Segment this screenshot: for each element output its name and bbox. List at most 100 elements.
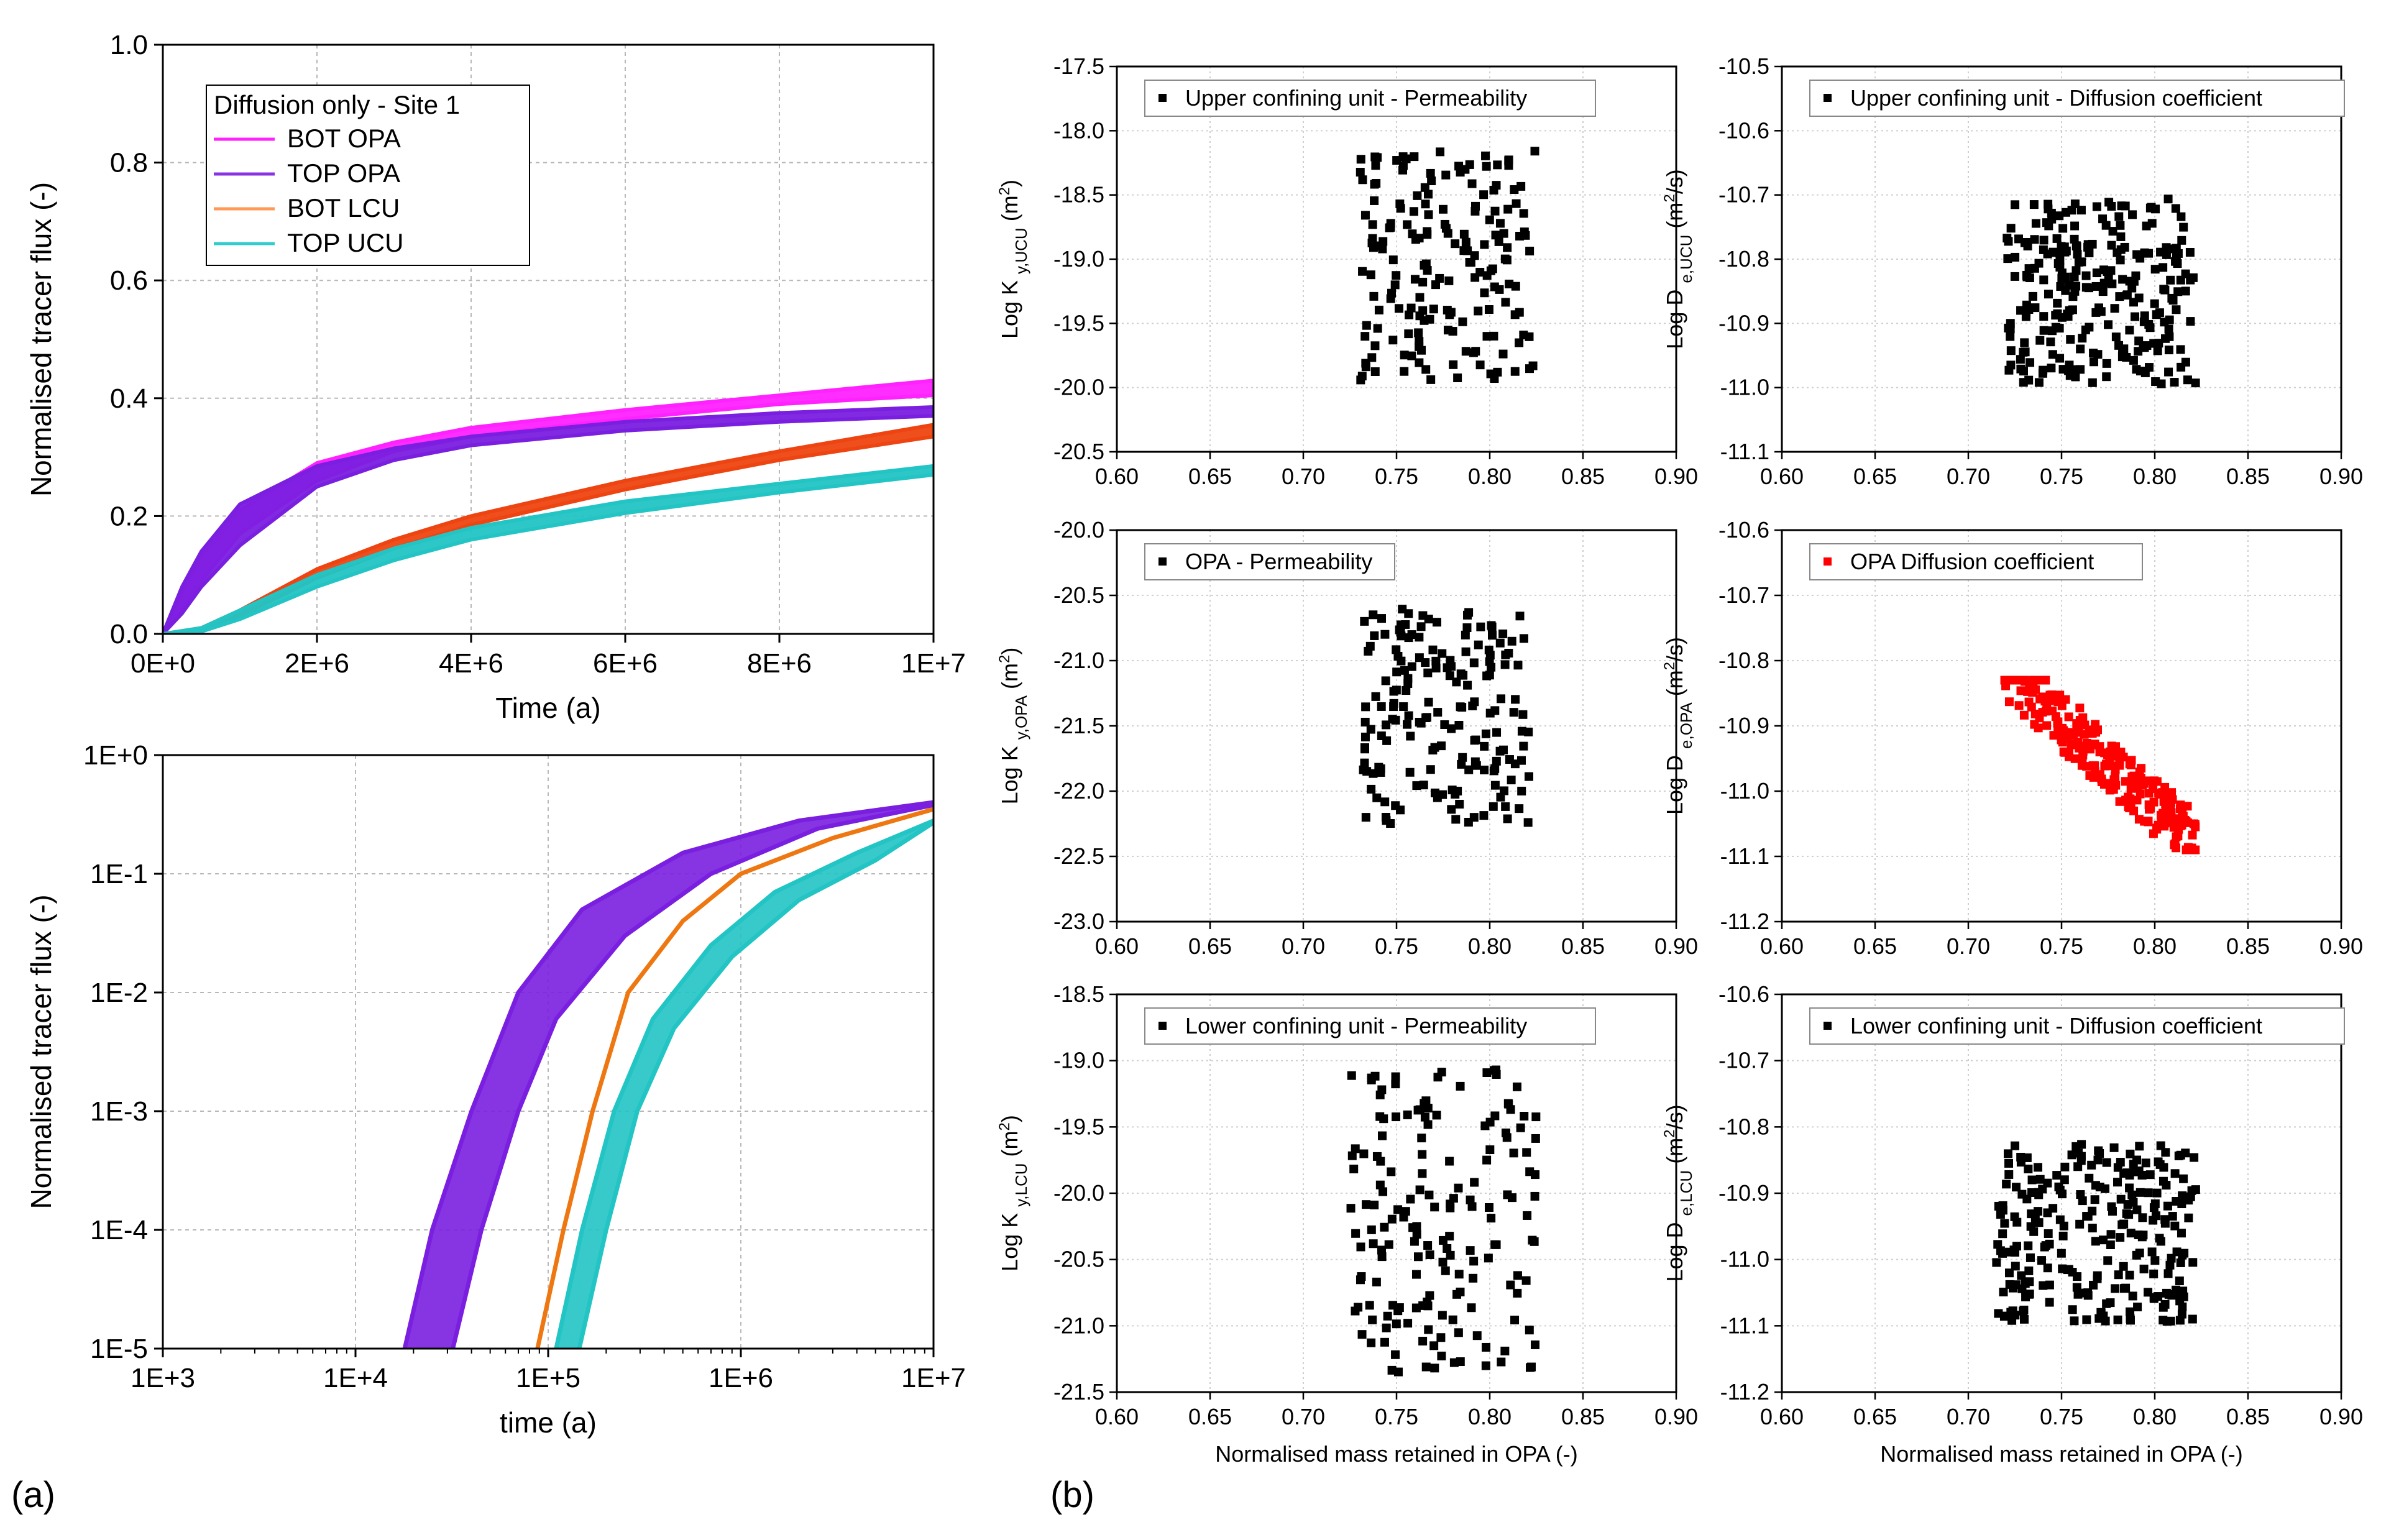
data-point xyxy=(2048,350,2057,359)
data-point xyxy=(2002,1180,2011,1189)
data-point xyxy=(2188,1314,2197,1324)
data-point xyxy=(1467,1202,1477,1211)
data-point xyxy=(1441,1266,1450,1275)
data-point xyxy=(1459,246,1469,255)
data-point xyxy=(1466,1195,1475,1204)
data-point xyxy=(2042,721,2052,730)
data-point xyxy=(1488,631,1497,640)
data-point xyxy=(1510,310,1520,319)
y-tick-label: -23.0 xyxy=(1053,909,1104,934)
y-tick-label: -22.0 xyxy=(1053,778,1104,804)
y-label-superscript: 2 xyxy=(1661,194,1678,202)
data-point xyxy=(1461,237,1470,247)
data-point xyxy=(2135,768,2144,777)
data-point xyxy=(1531,1112,1541,1122)
lcu-perm-chart: 0.60 0.65 0.70 0.75 0.80 0.85 0.90 -21.5 -21.0 -2… xyxy=(996,981,1699,1467)
data-point xyxy=(1493,160,1502,170)
data-point xyxy=(2106,1230,2116,1239)
data-point xyxy=(2039,245,2048,254)
data-point xyxy=(1480,1121,1490,1130)
data-point xyxy=(2183,375,2192,385)
data-point xyxy=(2104,198,2114,207)
data-point xyxy=(1362,1200,1371,1209)
lcu-diff-points xyxy=(1992,1140,2200,1326)
data-point xyxy=(1403,1319,1413,1328)
data-point xyxy=(1443,306,1452,315)
y-axis-label: Log K y,UCU (m2) xyxy=(996,180,1031,339)
data-point xyxy=(1454,720,1464,730)
data-point xyxy=(2072,242,2081,251)
data-point xyxy=(2039,326,2048,335)
data-point xyxy=(2114,1270,2123,1280)
data-point xyxy=(2066,335,2075,344)
y-tick-label: -10.6 xyxy=(1718,981,1769,1007)
x-axis-label: Normalised mass retained in OPA (-) xyxy=(1215,1441,1578,1467)
data-point xyxy=(1498,349,1508,359)
data-point xyxy=(2065,728,2075,737)
data-point xyxy=(2110,773,2119,782)
x-tick-label: 0.75 xyxy=(2040,1404,2083,1429)
data-point xyxy=(2012,1183,2021,1192)
data-point xyxy=(2085,771,2094,780)
data-point xyxy=(2052,1171,2062,1180)
data-point xyxy=(2123,1200,2132,1209)
data-point xyxy=(2165,1260,2175,1270)
data-point xyxy=(2176,800,2185,810)
data-point xyxy=(1500,1346,1510,1355)
data-point xyxy=(2029,676,2038,685)
data-point xyxy=(1497,1357,1506,1367)
data-point xyxy=(2178,1250,2187,1260)
data-point xyxy=(1361,813,1370,822)
data-point xyxy=(2125,1183,2134,1193)
data-point xyxy=(2085,1173,2094,1183)
data-point xyxy=(2057,1249,2066,1258)
y-tick-label: -11.1 xyxy=(1720,843,1769,869)
data-point xyxy=(2172,305,2181,314)
x-tick-label: 1E+7 xyxy=(901,648,966,679)
data-point xyxy=(1520,1112,1529,1121)
data-point xyxy=(1420,1112,1429,1122)
x-tick-label: 0.85 xyxy=(2226,933,2270,959)
data-point xyxy=(2145,323,2155,332)
data-point xyxy=(1426,168,1435,178)
data-point xyxy=(1372,1152,1382,1161)
data-point xyxy=(1462,623,1472,632)
data-point xyxy=(2126,1149,2135,1158)
data-point xyxy=(1430,743,1439,752)
data-point xyxy=(2113,1315,2122,1324)
data-point xyxy=(1486,266,1495,275)
data-point xyxy=(2051,311,2060,320)
data-point xyxy=(2115,292,2124,301)
data-point xyxy=(2055,211,2064,221)
data-point xyxy=(1496,792,1505,802)
data-point xyxy=(2016,355,2025,364)
data-point xyxy=(1370,367,1380,377)
data-point xyxy=(2100,1184,2109,1193)
data-point xyxy=(1410,275,1420,284)
data-point xyxy=(1375,1180,1385,1189)
y-label-main: Log K xyxy=(997,1207,1022,1272)
data-point xyxy=(2024,1241,2033,1250)
data-point xyxy=(1452,677,1461,687)
data-point xyxy=(1438,1257,1447,1267)
data-point xyxy=(2125,1270,2134,1280)
data-point xyxy=(1379,1187,1388,1196)
panel-label-b: (b) xyxy=(1050,1475,1094,1515)
data-point xyxy=(2034,378,2044,387)
data-point xyxy=(2145,203,2155,213)
data-point xyxy=(1429,305,1438,314)
data-point xyxy=(2170,1169,2180,1178)
data-point xyxy=(1361,702,1370,712)
data-point xyxy=(1406,1194,1415,1204)
data-point xyxy=(1373,324,1382,333)
data-point xyxy=(1446,1250,1455,1260)
data-point xyxy=(2095,770,2104,779)
data-point xyxy=(2075,704,2085,713)
data-point xyxy=(1461,647,1470,656)
x-tick-label: 0.65 xyxy=(1188,1404,1232,1429)
data-point xyxy=(2118,275,2127,284)
data-point xyxy=(2175,1276,2184,1286)
y-tick-label: -19.5 xyxy=(1053,1114,1104,1139)
data-point xyxy=(1437,1351,1446,1360)
data-point xyxy=(1393,1306,1403,1316)
